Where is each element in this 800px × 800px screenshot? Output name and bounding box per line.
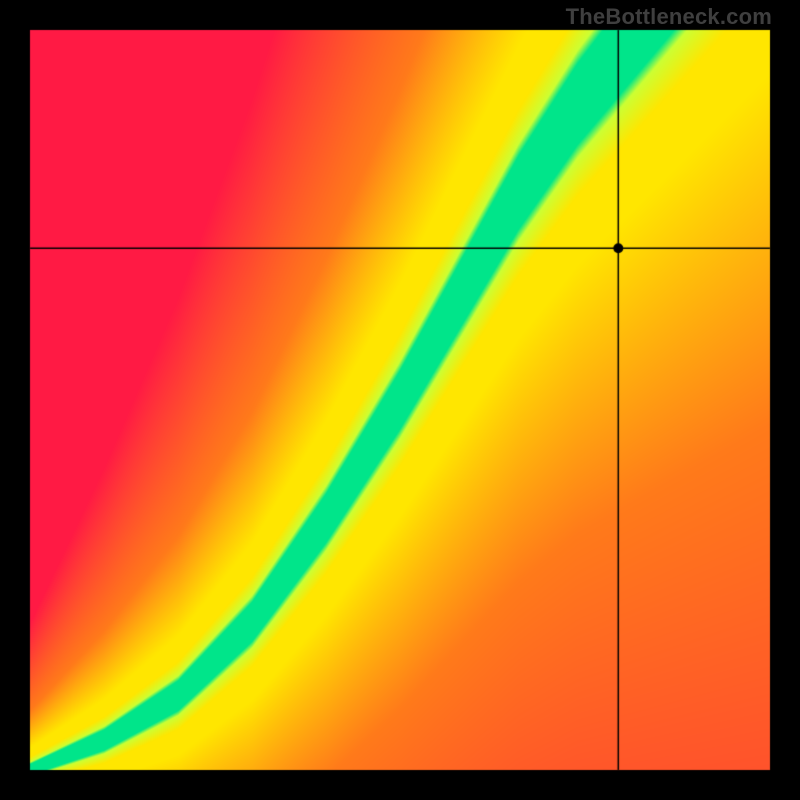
chart-container: { "watermark": { "text": "TheBottleneck.… (0, 0, 800, 800)
watermark-text: TheBottleneck.com (566, 4, 772, 30)
crosshair-overlay (0, 0, 800, 800)
